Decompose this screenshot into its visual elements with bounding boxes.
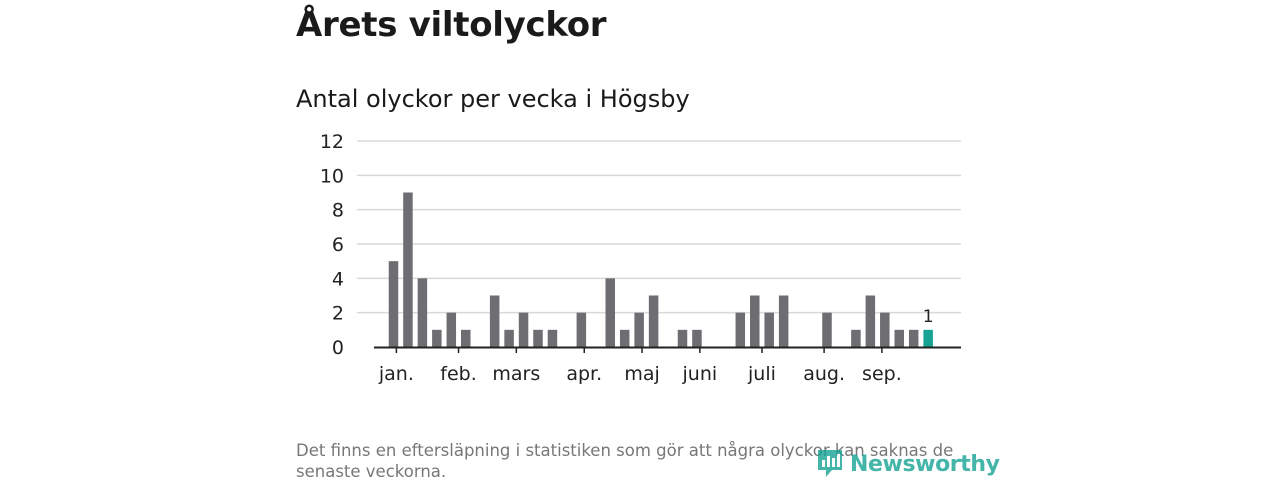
y-axis-labels: 0 2 4 6 8 10 12 (320, 131, 344, 359)
bar-chart: 0 2 4 6 8 10 12 jan. feb. mars apr. maj juni juli aug… (320, 131, 961, 385)
bar-week-31 (822, 312, 832, 347)
bar-week-27 (764, 312, 774, 347)
y-tick-label: 6 (332, 234, 344, 256)
x-tick-label: juli (747, 363, 776, 385)
bar-week-19 (648, 295, 659, 347)
bar-week-17 (619, 329, 630, 347)
bar-week-28 (778, 295, 789, 347)
newsworthy-bar-chart-icon (816, 446, 844, 482)
gridlines (357, 140, 961, 314)
y-tick-label: 12 (320, 131, 344, 153)
last-value-label: 1 (923, 307, 934, 327)
bar-week-16 (605, 278, 615, 347)
x-tick-label: mars (492, 363, 540, 385)
chart-title: Antal olyckor per vecka i Högsby (296, 85, 690, 113)
bar-week-18 (634, 312, 644, 347)
bar-week-14 (576, 312, 587, 347)
bar-week-3 (417, 278, 428, 347)
y-tick-label: 0 (332, 337, 344, 359)
bar-week-26 (750, 295, 760, 347)
bars (388, 192, 933, 347)
page-title: Årets viltolyckor (296, 5, 607, 45)
bar-week-5 (446, 312, 457, 347)
bar-week-12 (547, 329, 558, 347)
bar-week-9 (504, 329, 514, 347)
x-tick-label: maj (624, 363, 659, 385)
y-tick-label: 4 (332, 268, 344, 290)
bar-week-35 (880, 312, 890, 347)
x-tick-label: apr. (566, 363, 602, 385)
bar-week-1 (388, 261, 399, 347)
bar-week-6 (461, 329, 471, 347)
bar-week-10 (518, 312, 529, 347)
bar-week-21 (677, 329, 688, 347)
x-tick-label: feb. (440, 363, 476, 385)
x-tick-label: aug. (803, 363, 845, 385)
y-tick-label: 10 (320, 165, 344, 187)
bar-week-36 (894, 329, 904, 347)
bar-week-4 (432, 329, 442, 347)
bar-week-22 (692, 329, 702, 347)
y-tick-label: 8 (332, 200, 344, 222)
bar-week-8 (489, 295, 500, 347)
x-tick-label: sep. (862, 363, 902, 385)
footnote: Det finns en eftersläpning i statistiken… (296, 441, 954, 481)
x-axis-labels: jan. feb. mars apr. maj juni juli aug. sep. (378, 363, 902, 385)
x-tick-label: jan. (378, 363, 414, 385)
bar-week-37 (908, 329, 919, 347)
bar-week-33 (851, 329, 861, 347)
y-tick-label: 2 (332, 303, 344, 325)
x-tick-label: juni (682, 363, 718, 385)
bar-week-34 (865, 295, 876, 347)
logo-text: Newsworthy (850, 451, 1000, 477)
bar-week-38 (923, 329, 933, 347)
bar-week-11 (533, 329, 543, 347)
bar-week-2 (403, 192, 413, 347)
bar-week-25 (735, 312, 746, 347)
newsworthy-logo[interactable]: Newsworthy (816, 446, 1000, 482)
